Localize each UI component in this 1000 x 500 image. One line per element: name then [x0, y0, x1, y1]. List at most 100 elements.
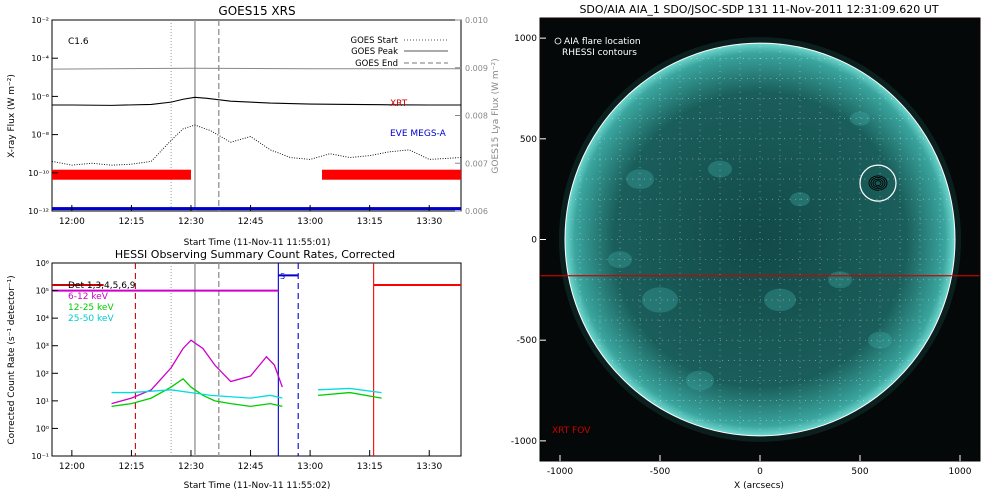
goes-eve-label: EVE MEGS-A — [390, 129, 447, 139]
goes-marks — [51, 20, 462, 211]
hessi-legend-12-25: 12-25 keV — [68, 303, 114, 313]
goes-xtick-label-2: 12:30 — [178, 217, 204, 227]
aia-xtick-label-1: -500 — [650, 467, 671, 477]
aia-xrt-fov-label: XRT FOV — [552, 426, 591, 436]
aia-ytick-label-1: -500 — [517, 336, 538, 346]
hessi-xtick-label-0: 12:00 — [59, 462, 85, 472]
goes-x-axis: 12:00 12:15 12:30 12:45 13:00 13:15 13:30 — [59, 205, 442, 227]
aia-ytick-label-2: 0 — [531, 236, 537, 246]
goes-panel: GOES15 XRS C1.6 GOES Start GOES Peak GOE… — [7, 4, 501, 248]
aia-heliographic-grid — [565, 43, 955, 436]
goes-legend-peak: GOES Peak — [351, 47, 398, 57]
goes-ytick-label-3: 10⁻⁶ — [31, 92, 49, 101]
goes-y-label: X-ray Flux (W m⁻²) — [7, 74, 17, 158]
goes-series-0-line — [52, 96, 461, 106]
goes-legend-start: GOES Start — [350, 36, 398, 46]
hessi-ytick-label-7: 10⁶ — [36, 259, 49, 268]
aia-limb-outline — [564, 42, 956, 437]
hessi-xtick-label-4: 13:00 — [297, 462, 323, 472]
aia-flare-circle — [859, 164, 897, 202]
goes-xtick-label-6: 13:30 — [416, 217, 442, 227]
goes-ytick-label-5: 10⁻² — [31, 16, 49, 25]
aia-ytick-label-4: 1000 — [514, 34, 537, 44]
aia-legend-rhessi: RHESSI contours — [562, 48, 637, 58]
goes-flare-class: C1.6 — [68, 37, 89, 47]
aia-rhessi-contour-2 — [872, 178, 884, 188]
aia-rhessi-contour-3 — [874, 180, 882, 186]
aia-x-axis: -1000 -500 0 500 1000 — [547, 455, 972, 477]
goes-ytick-label-4: 10⁻⁴ — [31, 54, 49, 63]
goes-y2-label: GOES15 Lya Flux (W m⁻²) — [491, 58, 501, 173]
aia-xtick-label-0: -1000 — [547, 467, 573, 477]
hessi-legend: Det 1,3,4,5,6,9 6-12 keV 12-25 keV 25-50… — [68, 281, 136, 324]
hessi-legend-header: Det 1,3,4,5,6,9 — [68, 281, 136, 291]
goes-xtick-label-1: 12:15 — [118, 217, 144, 227]
goes-legend-end: GOES End — [355, 59, 398, 69]
aia-active-patch-9 — [868, 331, 892, 349]
aia-panel: SDO/AIA AIA_1 SDO/JSOC-SDP 131 11-Nov-20… — [511, 3, 981, 491]
hessi-y-label: Corrected Count Rate (s⁻¹ detector⁻¹) — [7, 275, 17, 444]
goes-plot-frame — [51, 19, 462, 212]
hessi-ytick-label-1: 10⁰ — [36, 424, 49, 433]
goes-title: GOES15 XRS — [218, 4, 295, 18]
aia-active-patch-4 — [828, 271, 852, 289]
aia-legend-circle-icon — [554, 37, 562, 45]
goes-series-1-line — [51, 124, 462, 166]
hessi-y-axis: 10⁻¹ 10⁰ 10¹ 10² 10³ 10⁴ 10⁵ 10⁶ — [31, 259, 58, 461]
hessi-marks — [52, 263, 461, 456]
hessi-ytick-label-4: 10³ — [36, 342, 49, 351]
goes-legend: GOES Start GOES Peak GOES End — [350, 36, 448, 69]
hessi-series-3-line — [111, 389, 283, 399]
goes-y2tick-label-4: 0.010 — [465, 16, 488, 25]
goes-x-label: Start Time (11-Nov-11 11:55:01) — [184, 238, 331, 248]
hessi-ytick-label-3: 10² — [36, 369, 49, 378]
aia-x-label: X (arcsecs) — [734, 481, 784, 491]
hessi-legend-6-12: 6-12 keV — [68, 292, 109, 302]
goes-y2tick-label-1: 0.007 — [465, 159, 488, 168]
aia-xtick-label-2: 0 — [757, 467, 763, 477]
goes-xrt-bar-1 — [322, 169, 461, 180]
hessi-ytick-label-0: 10⁻¹ — [31, 452, 49, 461]
aia-active-patch-2 — [764, 288, 796, 312]
aia-active-patch-7 — [850, 111, 870, 126]
aia-active-patch-3 — [642, 287, 678, 313]
hessi-xtick-label-5: 13:15 — [357, 462, 383, 472]
hessi-panel: HESSI Observing Summary Count Rates, Cor… — [7, 248, 462, 491]
hessi-ytick-label-5: 10⁴ — [36, 314, 49, 323]
goes-xtick-label-3: 12:45 — [238, 217, 264, 227]
hessi-series-2-line — [317, 391, 382, 399]
goes-eve-bar — [52, 207, 461, 211]
aia-ytick-label-3: 500 — [520, 135, 537, 145]
aia-xtick-label-3: 500 — [851, 467, 868, 477]
hessi-series-4-line — [318, 387, 382, 394]
aia-active-patch-1 — [708, 160, 732, 178]
hessi-ytick-label-6: 10⁵ — [36, 287, 49, 296]
aia-solar-disk — [565, 43, 955, 436]
aia-rhessi-contour-1 — [870, 177, 886, 190]
goes-ytick-label-1: 10⁻¹⁰ — [28, 169, 49, 178]
goes-lya-line — [51, 67, 461, 70]
hessi-series-1-line — [111, 377, 283, 408]
hessi-x-axis: 12:00 12:15 12:30 12:45 13:00 13:15 13:30 — [59, 450, 442, 472]
goes-ytick-label-0: 10⁻¹² — [28, 207, 49, 216]
aia-marks — [540, 18, 980, 442]
hessi-xtick-label-1: 12:15 — [118, 462, 144, 472]
aia-ytick-label-0: -1000 — [511, 437, 537, 447]
goes-xrt-bar-0 — [52, 169, 191, 180]
hessi-plot-frame — [51, 262, 462, 457]
hessi-series-0-line — [111, 339, 283, 405]
aia-xtick-label-4: 1000 — [949, 467, 972, 477]
hessi-title: HESSI Observing Summary Count Rates, Cor… — [115, 248, 395, 261]
goes-xtick-label-0: 12:00 — [59, 217, 85, 227]
goes-xtick-label-4: 13:00 — [297, 217, 323, 227]
hessi-xtick-label-3: 12:45 — [238, 462, 264, 472]
goes-y2tick-label-2: 0.008 — [465, 112, 488, 121]
goes-ytick-label-2: 10⁻⁸ — [31, 131, 49, 140]
hessi-x-label: Start Time (11-Nov-11 11:55:02) — [184, 481, 331, 491]
goes-xrt-label: XRT — [390, 99, 408, 109]
hessi-legend-25-50: 25-50 keV — [68, 314, 114, 324]
hessi-attenuator-label: S — [280, 272, 285, 281]
goes-y2tick-label-0: 0.006 — [465, 207, 488, 216]
goes-y2tick-label-3: 0.009 — [465, 64, 488, 73]
